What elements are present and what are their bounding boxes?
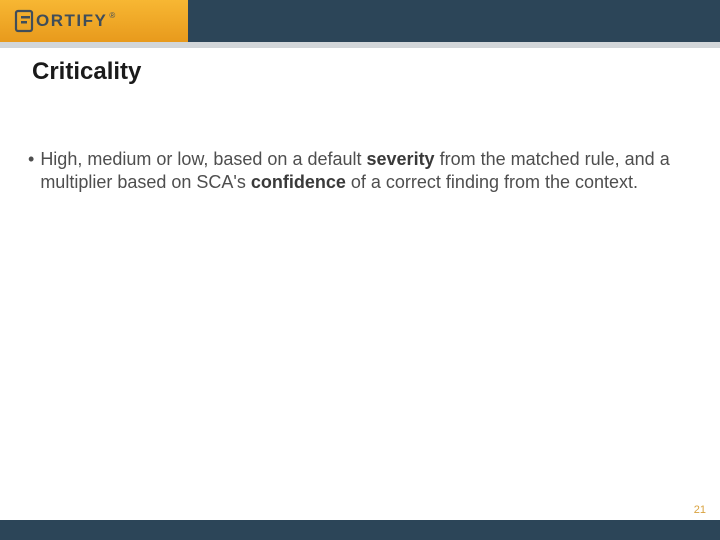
footer-bar <box>0 520 720 540</box>
bullet-text: High, medium or low, based on a default … <box>40 148 692 194</box>
bullet-item: • High, medium or low, based on a defaul… <box>28 148 692 194</box>
logo-f-icon <box>14 9 34 33</box>
body-content: • High, medium or low, based on a defaul… <box>28 148 692 194</box>
slide-title: Criticality <box>32 58 141 86</box>
header-gray-strip <box>0 42 720 48</box>
bullet-bold-severity: severity <box>367 149 435 169</box>
header-dark-bar <box>188 0 720 42</box>
bullet-bold-confidence: confidence <box>251 172 346 192</box>
page-number: 21 <box>694 504 706 516</box>
bullet-marker: • <box>28 148 34 171</box>
logo-registered: ® <box>109 11 115 20</box>
slide: ORTIFY ® Criticality • High, medium or l… <box>0 0 720 540</box>
bullet-seg1: High, medium or low, based on a default <box>40 149 366 169</box>
header-bar: ORTIFY ® <box>0 0 720 42</box>
logo-word: ORTIFY <box>36 11 107 31</box>
logo-box: ORTIFY ® <box>0 0 188 42</box>
logo: ORTIFY ® <box>14 9 115 33</box>
bullet-seg3: of a correct finding from the context. <box>346 172 638 192</box>
